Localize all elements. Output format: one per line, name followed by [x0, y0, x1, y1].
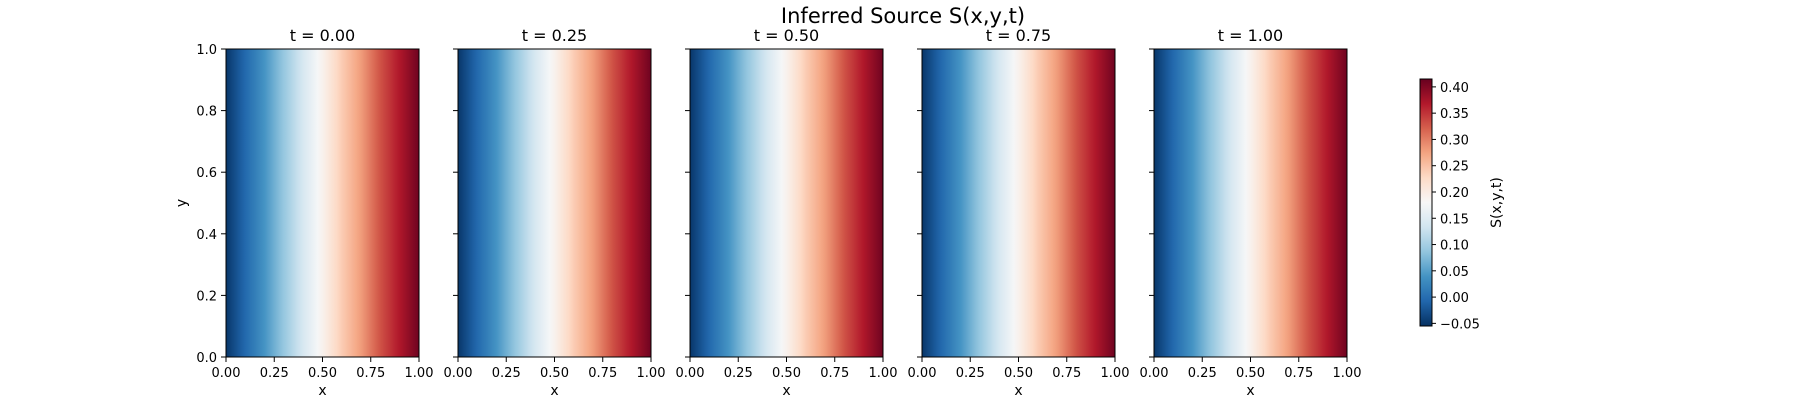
- x-tick-label: 0.50: [308, 366, 337, 381]
- y-tick-label: 0.6: [196, 166, 217, 181]
- figure-title: Inferred Source S(x,y,t): [781, 4, 1025, 28]
- x-axis-label: x: [550, 383, 558, 399]
- colorbar-tick-label: 0.00: [1440, 291, 1469, 306]
- x-tick-label: 0.25: [492, 366, 521, 381]
- x-tick-label: 0.50: [540, 366, 569, 381]
- heatmap-panel: t = 0.50 0.00 0.25 0.50 0.75 1.00 x: [676, 26, 898, 399]
- x-tick-label: 0.75: [356, 366, 385, 381]
- x-tick-label: 0.75: [820, 366, 849, 381]
- heatmap-panel: t = 0.75 0.00 0.25 0.50 0.75 1.00 x: [908, 26, 1130, 399]
- colorbar: −0.05 0.00 0.05 0.10 0.15 0.20 0.25 0.30 0.35 0.4…: [1419, 78, 1505, 332]
- heatmap-field: [922, 49, 1115, 357]
- x-tick-label: 0.25: [724, 366, 753, 381]
- x-axis-label: x: [1014, 383, 1022, 399]
- colorbar-tick-label: 0.35: [1440, 107, 1469, 122]
- x-tick-label: 1.00: [1101, 366, 1130, 381]
- colorbar-tick-label: −0.05: [1440, 317, 1480, 332]
- heatmap-field: [458, 49, 651, 357]
- heatmap-field: [226, 49, 419, 357]
- x-tick-label: 1.00: [637, 366, 666, 381]
- colorbar-tick-label: 0.40: [1440, 81, 1469, 96]
- colorbar-tick-label: 0.20: [1440, 186, 1469, 201]
- x-tick-label: 0.50: [1236, 366, 1265, 381]
- heatmap-field: [1154, 49, 1347, 357]
- colorbar-tick-label: 0.05: [1440, 265, 1469, 280]
- x-tick-label: 0.75: [588, 366, 617, 381]
- panel-title: t = 0.50: [754, 26, 819, 45]
- panel-title: t = 0.75: [986, 26, 1051, 45]
- y-tick-label: 1.0: [196, 43, 217, 58]
- x-tick-label: 1.00: [1333, 366, 1362, 381]
- y-tick-label: 0.4: [196, 228, 217, 243]
- heatmap-panel: t = 1.00 0.00 0.25 0.50 0.75 1.00 x: [1140, 26, 1362, 399]
- colorbar-frame: [1419, 78, 1433, 327]
- x-tick-label: 0.25: [1188, 366, 1217, 381]
- colorbar-gradient: [1420, 79, 1432, 326]
- x-tick-label: 0.75: [1284, 366, 1313, 381]
- x-tick-label: 0.50: [772, 366, 801, 381]
- panel-title: t = 0.25: [522, 26, 587, 45]
- x-tick-label: 0.25: [260, 366, 289, 381]
- x-tick-label: 0.50: [1004, 366, 1033, 381]
- x-tick-label: 1.00: [405, 366, 434, 381]
- x-axis-label: x: [782, 383, 790, 399]
- colorbar-label: S(x,y,t): [1489, 177, 1505, 228]
- colorbar-tick-label: 0.30: [1440, 133, 1469, 148]
- panels: t = 0.00 0.00 0.25 0.50 0.75 1.00 x 0.0 0.2 0.4 0.…: [174, 26, 1361, 399]
- x-axis-label: x: [1246, 383, 1254, 399]
- x-tick-label: 0.00: [676, 366, 705, 381]
- heatmap-field: [690, 49, 883, 357]
- y-axis-label: y: [174, 199, 190, 207]
- y-tick-label: 0.0: [196, 351, 217, 366]
- y-tick-label: 0.8: [196, 105, 217, 120]
- panel-title: t = 1.00: [1218, 26, 1283, 45]
- y-tick-label: 0.2: [196, 289, 217, 304]
- x-tick-label: 1.00: [869, 366, 898, 381]
- heatmap-panel: t = 0.00 0.00 0.25 0.50 0.75 1.00 x 0.0 0.2 0.4 0.…: [174, 26, 433, 399]
- heatmap-panel: t = 0.25 0.00 0.25 0.50 0.75 1.00 x: [444, 26, 666, 399]
- x-tick-label: 0.00: [1140, 366, 1169, 381]
- colorbar-tick-label: 0.25: [1440, 160, 1469, 175]
- colorbar-tick-label: 0.15: [1440, 212, 1469, 227]
- x-tick-label: 0.00: [908, 366, 937, 381]
- panel-title: t = 0.00: [290, 26, 355, 45]
- colorbar-tick-label: 0.10: [1440, 239, 1469, 254]
- x-tick-label: 0.75: [1052, 366, 1081, 381]
- x-tick-label: 0.00: [212, 366, 241, 381]
- x-axis-label: x: [318, 383, 326, 399]
- x-tick-label: 0.25: [956, 366, 985, 381]
- x-tick-label: 0.00: [444, 366, 473, 381]
